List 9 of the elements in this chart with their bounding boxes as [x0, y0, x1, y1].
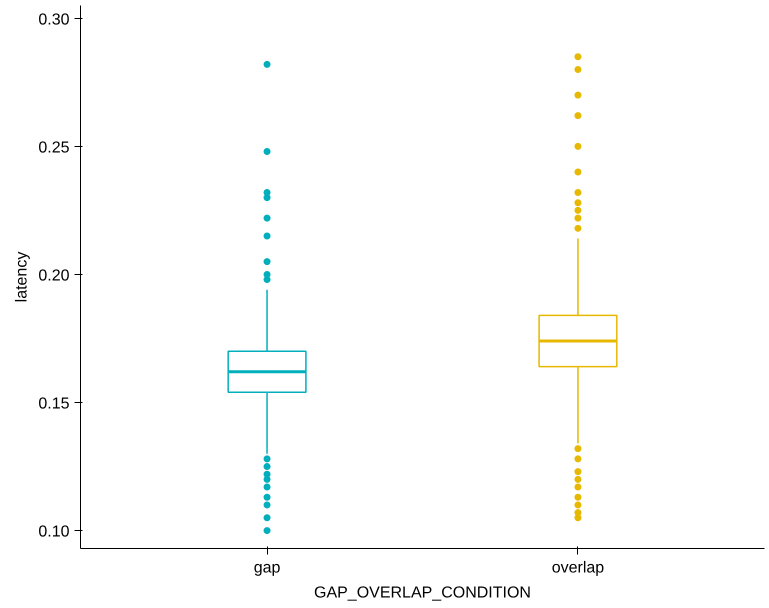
y-axis-title: latency: [13, 252, 30, 302]
x-tick-label: gap: [254, 560, 280, 576]
y-tick-label: 0.10: [38, 524, 70, 541]
y-tick-label: 0.20: [38, 267, 70, 284]
x-tick-label: overlap: [552, 560, 604, 576]
y-tick-label: 0.25: [38, 139, 70, 156]
y-tick-label: 0.30: [38, 11, 70, 28]
x-axis-title: GAP_OVERLAP_CONDITION: [314, 584, 531, 602]
y-tick-label: 0.15: [38, 396, 70, 413]
